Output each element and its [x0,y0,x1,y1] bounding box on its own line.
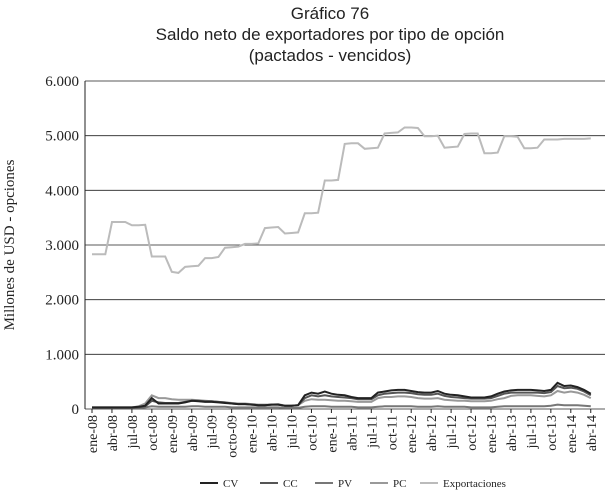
chart-title: Gráfico 76 [291,4,369,23]
x-tick-label: abr-11 [345,415,360,451]
x-tick-label: oct-13 [545,415,560,451]
x-tick-label: ene-08 [86,415,101,453]
x-tick-label: oct-08 [146,415,161,451]
x-tick-label: jul-11 [365,415,380,449]
y-tick-label: 6.000 [45,74,79,90]
x-tick-label: abr-14 [585,415,600,451]
y-tick-label: 5.000 [45,129,79,145]
series-line [92,389,592,409]
x-tick-label: ene-10 [246,415,261,453]
x-tick-label: jul-09 [206,415,221,449]
x-tick-label: ene-09 [166,415,181,453]
chart-subtitle: (pactados - vencidos) [249,46,412,65]
series-line [92,381,592,409]
series-line [92,403,591,409]
series-line [92,126,591,274]
legend-label: CV [223,478,238,490]
y-tick-label: 4.000 [45,183,79,199]
x-tick-label: oct-12 [465,415,480,451]
y-tick-label: 0 [72,402,80,418]
legend-label: CC [283,478,298,490]
x-tick-label: jul-12 [445,415,460,449]
x-tick-label: ene-14 [565,415,580,453]
legend-label: PV [338,478,352,490]
x-tick-label: abr-10 [266,415,281,451]
y-tick-label: 3.000 [45,238,79,254]
x-tick-label: abr-12 [425,415,440,451]
x-tick-label: oct-11 [385,415,400,450]
y-tick-label: 1.000 [45,347,79,363]
x-tick-label: octo-09 [226,415,241,458]
x-tick-label: abr-09 [186,415,201,451]
x-tick-label: jul-08 [126,415,141,449]
y-tick-label: 2.000 [45,293,79,309]
x-tick-label: ene-11 [325,415,340,453]
legend-label: PC [393,478,406,490]
legend-label: Exportaciones [443,478,506,490]
x-tick-label: oct-10 [305,415,320,451]
x-tick-label: jul-10 [286,415,301,449]
x-tick-label: abr-13 [505,415,520,451]
x-tick-label: abr-08 [106,415,121,451]
x-tick-label: jul-13 [525,415,540,449]
chart-subtitle: Saldo neto de exportadores por tipo de o… [156,25,505,44]
x-tick-label: ene-13 [485,415,500,453]
x-tick-label: ene-12 [405,415,420,453]
y-axis-label: Millones de USD - opciones [2,159,18,330]
